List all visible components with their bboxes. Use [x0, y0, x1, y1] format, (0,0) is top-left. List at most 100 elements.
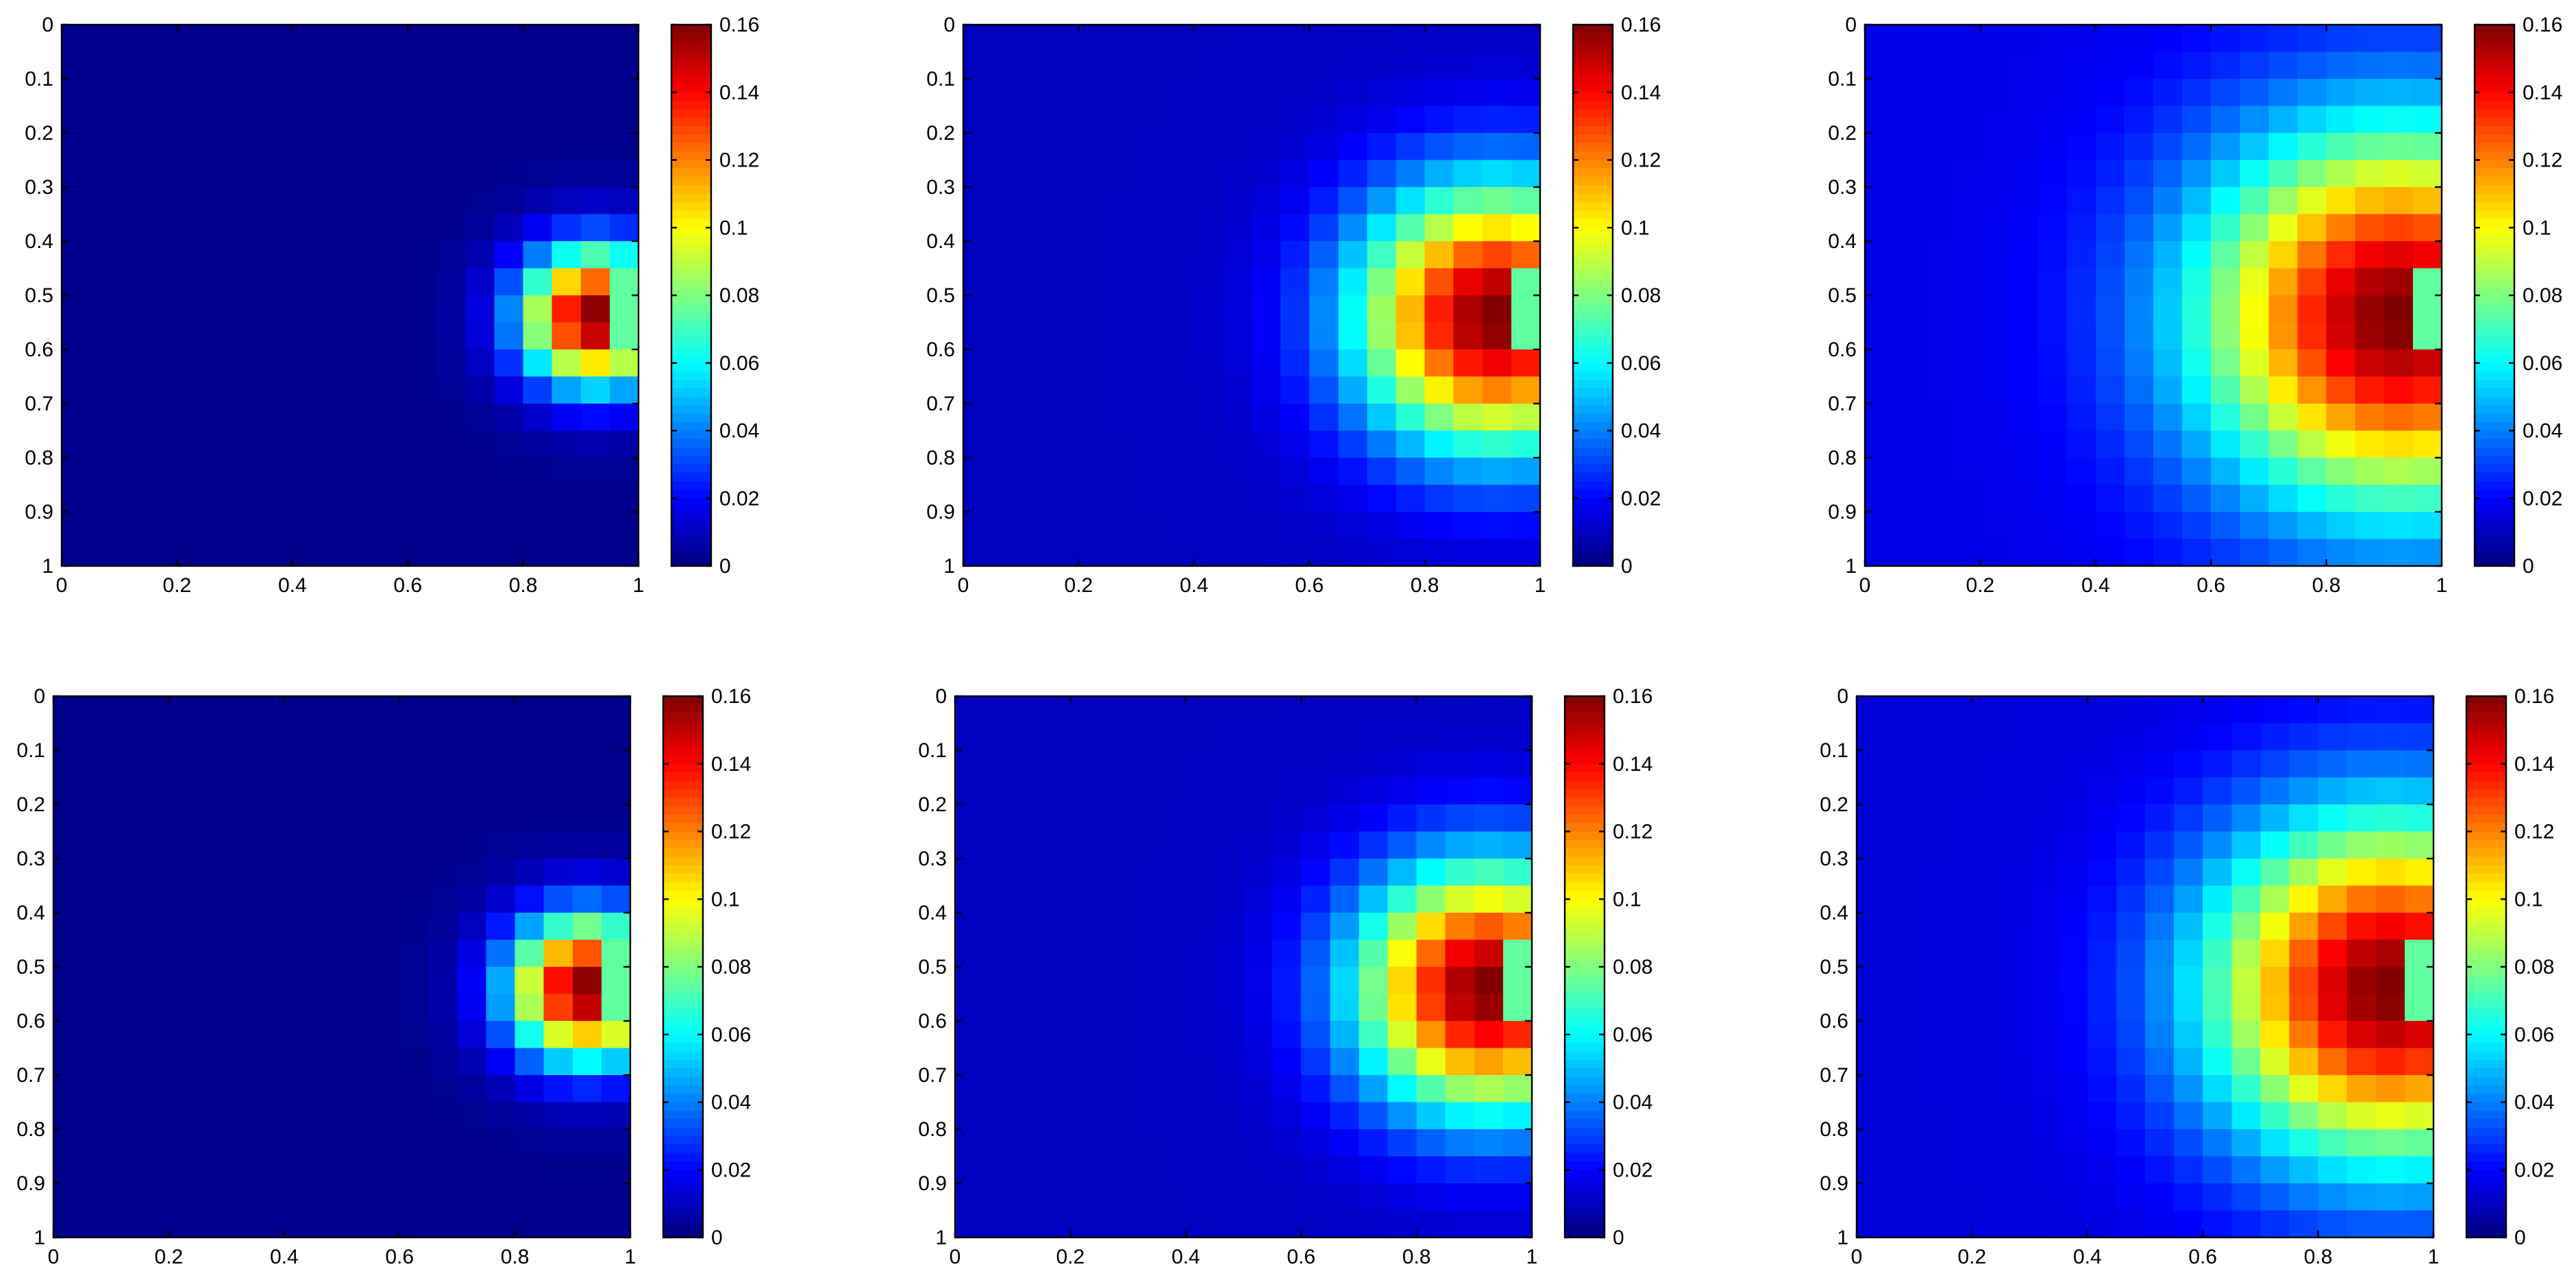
heatmap-cell	[2087, 967, 2117, 995]
heatmap-cell	[457, 1129, 487, 1157]
heatmap-cell	[1309, 268, 1339, 296]
heatmap-cell	[1338, 79, 1367, 107]
heatmap-cell	[255, 1210, 285, 1238]
colorbar-segment	[2475, 177, 2514, 186]
heatmap-cell	[2404, 913, 2434, 941]
heatmap-cell	[292, 79, 322, 107]
colorbar-segment	[2475, 50, 2514, 59]
heatmap-cell	[2289, 1210, 2319, 1238]
heatmap-cell	[2145, 859, 2175, 887]
heatmap-cell	[2116, 777, 2146, 805]
heatmap-cell	[1338, 295, 1367, 323]
heatmap-cell	[1041, 804, 1071, 833]
heatmap-cell	[342, 723, 371, 751]
heatmap-cell	[111, 804, 140, 833]
heatmap-cell	[963, 187, 993, 215]
colorbar-segment	[663, 798, 703, 807]
heatmap-cell	[2095, 133, 2125, 161]
heatmap-cell	[140, 750, 169, 778]
heatmap-cell	[955, 696, 984, 724]
heatmap-cell	[342, 939, 371, 967]
heatmap-cell	[609, 295, 639, 323]
heatmap-cell	[457, 859, 487, 887]
heatmap-cell	[1972, 1075, 2002, 1103]
heatmap-cell	[342, 696, 371, 724]
heatmap-cell	[1474, 859, 1504, 887]
heatmap-cell	[1041, 696, 1071, 724]
heatmap-cell	[984, 1075, 1013, 1103]
heatmap-cell	[148, 160, 177, 188]
heatmap-cell	[580, 349, 610, 378]
heatmap-cell	[62, 430, 91, 458]
heatmap-cell	[321, 106, 351, 134]
heatmap-cell	[2066, 295, 2096, 323]
heatmap-cell	[2009, 484, 2039, 513]
heatmap-cell	[2182, 512, 2212, 540]
colorbar-segment	[2466, 907, 2506, 917]
colorbar-segment	[1573, 202, 1613, 212]
heatmap-cell	[1922, 430, 1952, 458]
colorbar-segment	[2475, 557, 2514, 567]
heatmap-cell	[408, 404, 437, 432]
heatmap-cell	[169, 696, 199, 724]
heatmap-cell	[428, 913, 458, 941]
heatmap-cell	[1099, 913, 1129, 941]
y-tick-label: 0.5	[16, 956, 45, 978]
heatmap-cells	[963, 25, 1541, 567]
heatmap-cell	[1156, 939, 1187, 967]
heatmap-cell	[379, 241, 408, 269]
colorbar-segment	[671, 464, 711, 473]
colorbar-tick-label: 0.12	[719, 149, 759, 172]
heatmap-cell	[580, 214, 610, 242]
heatmap-cell	[2174, 831, 2203, 859]
heatmap-cell	[1865, 349, 1894, 378]
heatmap-cell	[1972, 696, 2002, 724]
heatmap-cell	[1474, 696, 1504, 724]
heatmap-cell	[1214, 1129, 1244, 1157]
heatmap-cell	[428, 1183, 458, 1211]
heatmap-cell	[1972, 1021, 2002, 1049]
heatmap-cell	[1338, 512, 1367, 540]
colorbar-segment	[671, 473, 711, 482]
heatmap-cell	[2412, 79, 2442, 107]
heatmap-cell	[1980, 512, 2010, 540]
heatmap-cell	[82, 804, 112, 833]
heatmap-cell	[119, 484, 149, 513]
heatmap-cell	[2124, 214, 2154, 242]
colorbar-tick-label: 0	[2523, 555, 2534, 578]
heatmap-cell	[90, 430, 120, 458]
heatmap-cell	[197, 859, 227, 887]
heatmap-cell	[1050, 484, 1079, 513]
colorbar-tick-label: 0.02	[2523, 487, 2562, 510]
heatmap-cell	[1185, 885, 1215, 913]
heatmap-cell	[1885, 913, 1915, 941]
heatmap-cell	[515, 859, 545, 887]
heatmap-cell	[2087, 1183, 2117, 1211]
heatmap-cell	[197, 1210, 227, 1238]
colorbar	[663, 696, 703, 1238]
heatmap-cell	[457, 994, 487, 1022]
x-tick-label: 0.6	[1295, 574, 1324, 597]
heatmap-cell	[292, 322, 322, 350]
heatmap-cell	[2058, 859, 2088, 887]
colorbar-segment	[2466, 890, 2506, 900]
heatmap-cell	[2297, 539, 2327, 567]
heatmap-cell	[1050, 25, 1079, 53]
colorbar-segment	[671, 109, 711, 119]
heatmap-cell	[234, 376, 264, 404]
heatmap-cell	[2203, 750, 2232, 778]
heatmap-cell	[1136, 214, 1166, 242]
heatmap-cell	[2326, 484, 2356, 513]
heatmap-cell	[1387, 1102, 1417, 1130]
heatmap-cell	[1252, 25, 1281, 53]
heatmap-cell	[1013, 994, 1042, 1022]
heatmap-cell	[2404, 750, 2434, 778]
heatmap-cell	[1021, 322, 1050, 350]
colorbar-tick-label: 0.08	[719, 284, 759, 307]
heatmap-cell	[1894, 376, 1923, 404]
heatmap-cell	[2203, 831, 2232, 859]
heatmap-cell	[2412, 458, 2442, 486]
colorbar-segment	[671, 362, 711, 372]
heatmap-cell	[169, 939, 199, 967]
heatmap-cell	[2153, 51, 2183, 79]
